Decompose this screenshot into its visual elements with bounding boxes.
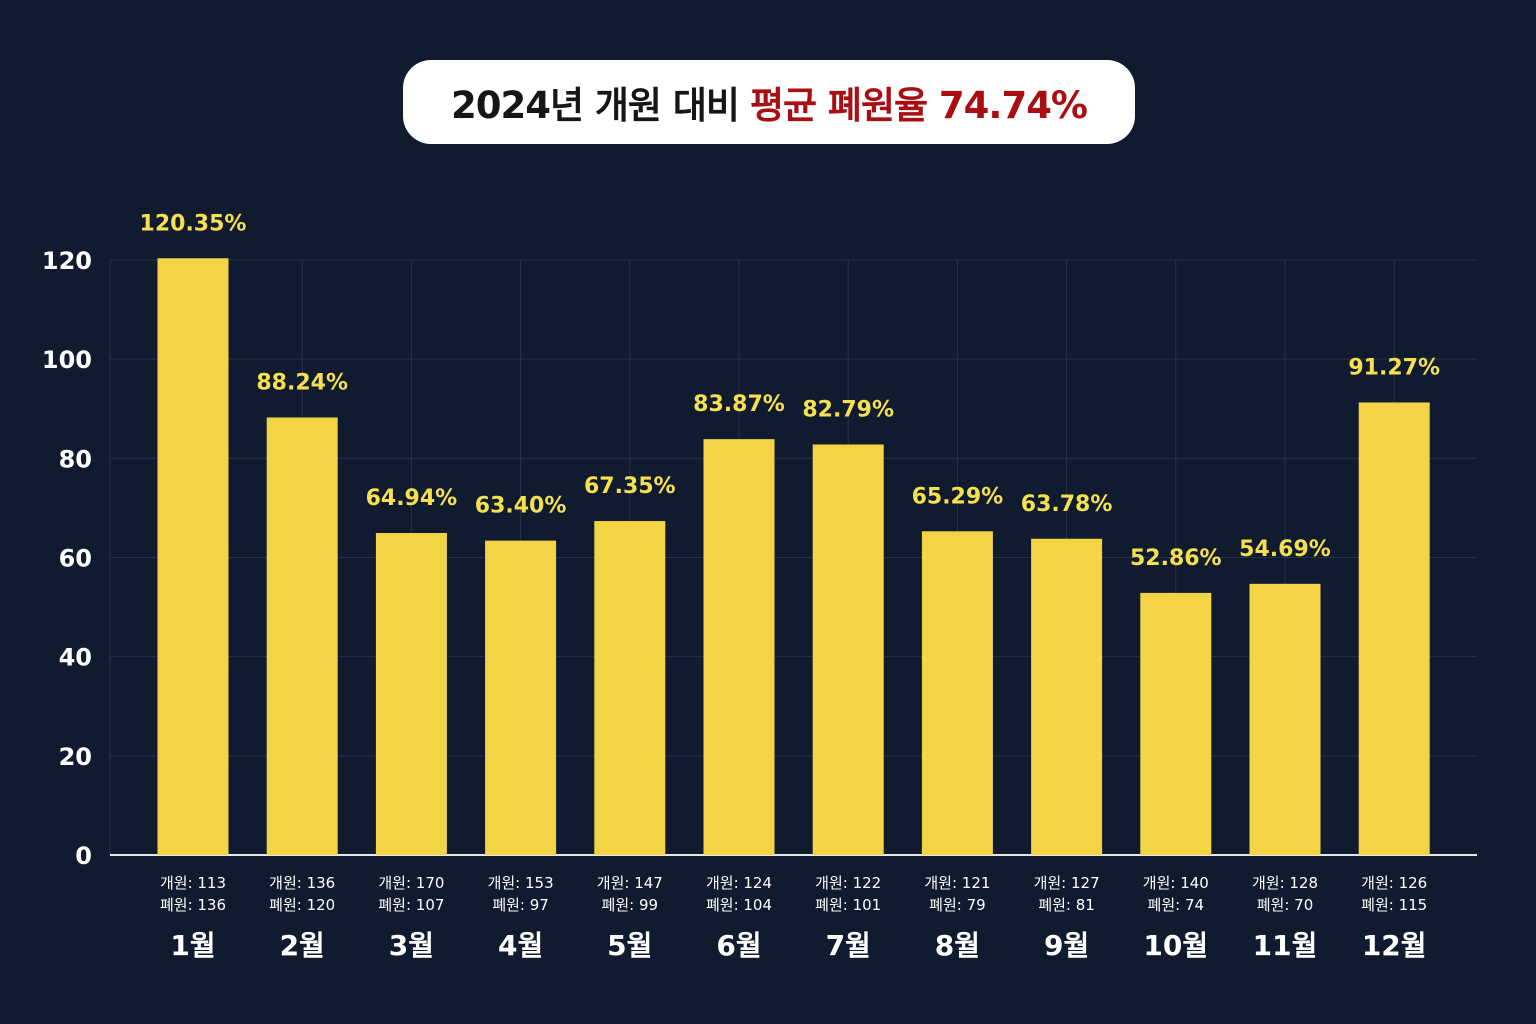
x-tick-label: 6월 [716, 929, 761, 962]
bar-value-label: 63.78% [1021, 492, 1113, 517]
x-tick-label: 11월 [1253, 929, 1318, 962]
bar [485, 540, 557, 855]
x-tick-label: 8월 [935, 929, 980, 962]
chart-title-main: 2024년 개원 대비 [450, 84, 740, 127]
closed-count-label: 폐원: 97 [492, 896, 549, 914]
x-tick-label: 5월 [607, 929, 652, 962]
closed-count-label: 폐원: 115 [1361, 896, 1427, 914]
bar [812, 444, 884, 855]
closed-count-label: 폐원: 136 [160, 896, 226, 914]
bar-value-label: 120.35% [140, 211, 247, 236]
bar [921, 531, 993, 855]
opened-count-label: 개원: 124 [706, 874, 772, 892]
bar-value-label: 91.27% [1348, 355, 1440, 380]
opened-count-label: 개원: 113 [160, 874, 226, 892]
closed-count-label: 폐원: 120 [269, 896, 335, 914]
closed-count-label: 폐원: 70 [1257, 896, 1314, 914]
bar [1358, 402, 1430, 855]
bar-value-label: 52.86% [1130, 546, 1222, 571]
x-tick-label: 7월 [826, 929, 871, 962]
bar-value-label: 65.29% [912, 484, 1004, 509]
bar-value-label: 64.94% [366, 486, 458, 511]
x-tick-label: 9월 [1044, 929, 1089, 962]
y-tick-label: 120 [42, 247, 92, 275]
closed-count-label: 폐원: 99 [602, 896, 659, 914]
closed-count-label: 폐원: 107 [378, 896, 444, 914]
bar [594, 521, 666, 855]
opened-count-label: 개원: 126 [1361, 874, 1427, 892]
x-tick-label: 10월 [1143, 929, 1208, 962]
closed-count-label: 폐원: 101 [815, 896, 881, 914]
opened-count-label: 개원: 128 [1252, 874, 1318, 892]
y-tick-label: 80 [59, 445, 92, 473]
closed-count-label: 폐원: 79 [929, 896, 986, 914]
x-tick-label: 4월 [498, 929, 543, 962]
y-tick-label: 100 [42, 346, 92, 374]
closed-count-label: 폐원: 74 [1148, 896, 1205, 914]
bar [1140, 592, 1212, 855]
x-tick-label: 1월 [170, 929, 215, 962]
opened-count-label: 개원: 121 [924, 874, 990, 892]
y-tick-label: 40 [59, 644, 92, 672]
bar [266, 417, 338, 855]
x-tick-label: 12월 [1362, 929, 1427, 962]
bar [1249, 583, 1321, 855]
x-tick-label: 3월 [389, 929, 434, 962]
y-tick-label: 60 [59, 545, 92, 573]
bar-value-label: 63.40% [475, 494, 567, 519]
opened-count-label: 개원: 136 [269, 874, 335, 892]
opened-count-label: 개원: 147 [597, 874, 663, 892]
chart-title-box: 2024년 개원 대비 평균 폐원율 74.74% [403, 60, 1135, 144]
bar [1031, 538, 1103, 855]
chart-title-accent: 평균 폐원율 74.74% [749, 84, 1088, 127]
closed-count-label: 폐원: 104 [706, 896, 772, 914]
opened-count-label: 개원: 122 [815, 874, 881, 892]
x-tick-label: 2월 [280, 929, 325, 962]
bar-value-label: 83.87% [693, 392, 785, 417]
bar-value-label: 82.79% [802, 397, 894, 422]
bar [157, 258, 229, 855]
bar [375, 533, 447, 855]
bar-value-label: 54.69% [1239, 537, 1331, 562]
opened-count-label: 개원: 153 [488, 874, 554, 892]
closed-count-label: 폐원: 81 [1038, 896, 1095, 914]
bar-value-label: 67.35% [584, 474, 676, 499]
bar-value-label: 88.24% [256, 370, 348, 395]
y-tick-label: 0 [75, 842, 92, 870]
y-tick-label: 20 [59, 743, 92, 771]
bar [703, 439, 775, 855]
opened-count-label: 개원: 140 [1143, 874, 1209, 892]
opened-count-label: 개원: 127 [1034, 874, 1100, 892]
opened-count-label: 개원: 170 [378, 874, 444, 892]
